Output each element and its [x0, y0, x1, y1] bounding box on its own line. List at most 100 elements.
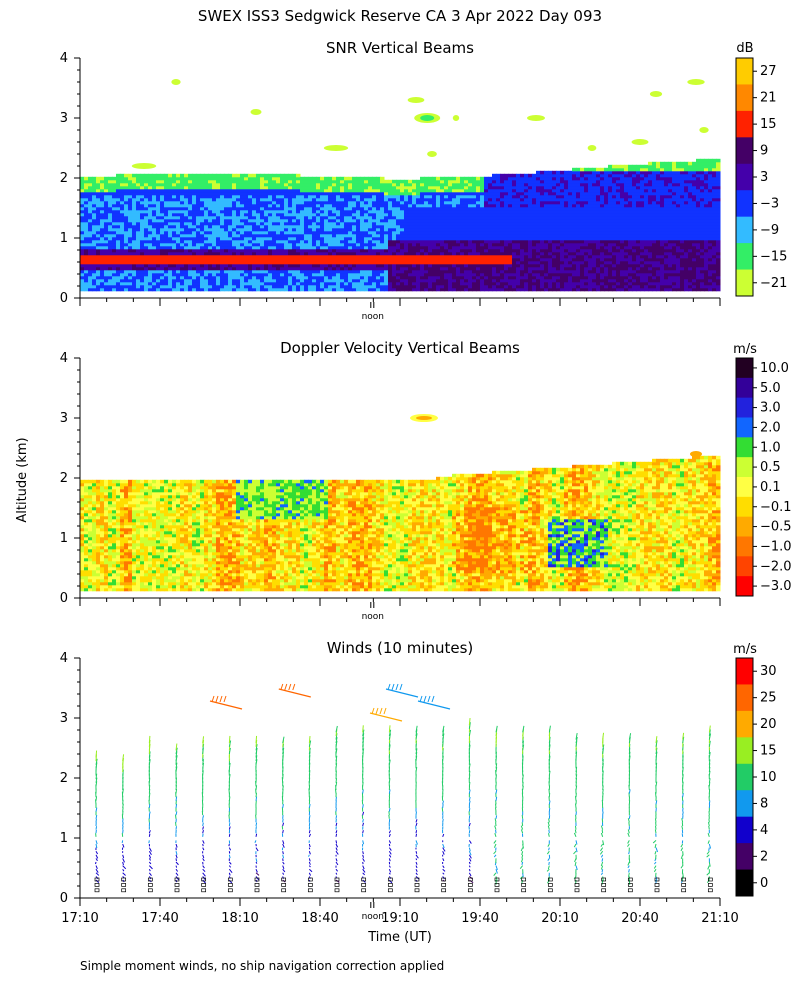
snr-cell [104, 195, 109, 199]
snr-cell [456, 180, 461, 184]
snr-cell [80, 279, 85, 283]
snr-cell [440, 183, 445, 187]
snr-cell [116, 276, 121, 280]
snr-cell [384, 183, 389, 187]
snr-cell [208, 282, 213, 286]
snr-cell [436, 264, 441, 268]
snr-cell [108, 243, 113, 247]
snr-cell [264, 177, 269, 181]
snr-cell [464, 264, 469, 268]
snr-cell [300, 231, 305, 235]
snr-cell [236, 285, 241, 289]
snr-cell [228, 210, 233, 214]
snr-cell [468, 192, 473, 196]
snr-cell [308, 192, 313, 196]
snr-cell [488, 219, 493, 223]
snr-cell [84, 222, 89, 226]
snr-cell [328, 288, 333, 292]
snr-cell [484, 225, 489, 229]
snr-cell [520, 234, 525, 238]
snr-cell [496, 186, 501, 190]
snr-cell [592, 174, 597, 178]
snr-cell [320, 240, 325, 244]
snr-cell [240, 264, 245, 268]
snr-cell [388, 237, 393, 241]
snr-cell [392, 276, 397, 280]
snr-cell [592, 285, 597, 289]
snr-cell [368, 213, 373, 217]
snr-cell [300, 285, 305, 289]
snr-cell [516, 192, 521, 196]
snr-cell [352, 189, 357, 193]
snr-cell [568, 240, 573, 244]
snr-cell [520, 180, 525, 184]
snr-cell [220, 213, 225, 217]
snr-cell [236, 189, 241, 193]
snr-cell [344, 279, 349, 283]
snr-cell [296, 243, 301, 247]
snr-cell [484, 288, 489, 292]
snr-cell [384, 216, 389, 220]
snr-cell [228, 192, 233, 196]
snr-cell [500, 195, 505, 199]
snr-cell [140, 243, 145, 247]
snr-cell [116, 282, 121, 286]
snr-cell [588, 267, 593, 271]
snr-cell [272, 201, 277, 205]
snr-cell [536, 192, 541, 196]
snr-cell [308, 273, 313, 277]
snr-cell [468, 282, 473, 286]
snr-cell [548, 204, 553, 208]
snr-cell [168, 234, 173, 238]
snr-cell [440, 252, 445, 256]
snr-cell [136, 255, 141, 258]
snr-cell [248, 219, 253, 223]
snr-cell [400, 183, 405, 187]
snr-cell [312, 180, 317, 184]
snr-cell [236, 240, 241, 244]
snr-cell [588, 207, 593, 211]
snr-cell [560, 282, 565, 286]
snr-cell [372, 261, 377, 265]
snr-cell [320, 261, 325, 265]
snr-cell [120, 276, 125, 280]
snr-cell [376, 252, 381, 256]
snr-cell [192, 279, 197, 283]
snr-cell [204, 219, 209, 223]
snr-cell [196, 192, 201, 196]
snr-cell [132, 249, 137, 253]
snr-cell [572, 255, 577, 258]
snr-cell [168, 180, 173, 184]
snr-cell [408, 228, 413, 232]
snr-cell [156, 279, 161, 283]
snr-cell [496, 282, 501, 286]
snr-cell [100, 270, 105, 274]
snr-cell [436, 219, 441, 223]
snr-cell [332, 270, 337, 274]
snr-cell [104, 201, 109, 205]
snr-cell [340, 240, 345, 244]
snr-cell [564, 264, 569, 268]
snr-cell [444, 282, 449, 286]
snr-cell [436, 216, 441, 220]
snr-cell [584, 231, 589, 235]
snr-cell [540, 279, 545, 283]
snr-cell [580, 255, 585, 258]
snr-cell [364, 213, 369, 217]
snr-cell [496, 177, 501, 181]
snr-cell [524, 192, 529, 196]
snr-cell [136, 207, 141, 211]
snr-cell [232, 192, 237, 196]
snr-cell [172, 222, 177, 226]
snr-cell [92, 249, 97, 253]
snr-cell [392, 207, 397, 211]
snr-cell [188, 198, 193, 202]
snr-cell [456, 213, 461, 217]
snr-cell [484, 228, 489, 232]
snr-cell [176, 228, 181, 232]
snr-cell [584, 180, 589, 184]
snr-cell [420, 222, 425, 226]
snr-cell [296, 213, 301, 217]
snr-cell [232, 225, 237, 229]
snr-cell [284, 264, 289, 268]
